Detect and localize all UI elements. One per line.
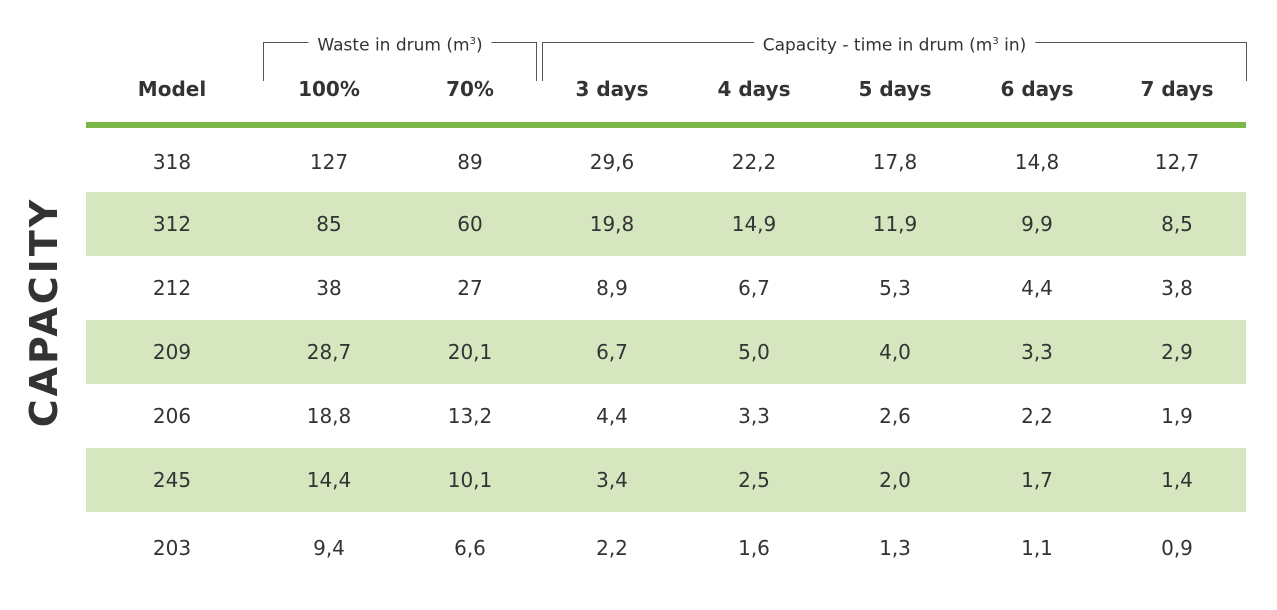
cell-7-days: 1,9 xyxy=(1161,404,1193,428)
cell-100pct: 38 xyxy=(316,276,342,300)
table-row: 245 14,4 10,1 3,4 2,5 2,0 1,7 1,4 xyxy=(86,448,1246,512)
cell-5-days: 1,3 xyxy=(879,536,911,560)
cell-70pct: 60 xyxy=(457,212,483,236)
waste-group-label: Waste in drum (m3) xyxy=(308,32,492,56)
cell-6-days: 1,7 xyxy=(1021,468,1053,492)
table-row: 318 127 89 29,6 22,2 17,8 14,8 12,7 xyxy=(86,130,1246,194)
capacity-group-bracket: Capacity - time in drum (m3 in) xyxy=(542,32,1247,81)
cell-5-days: 4,0 xyxy=(879,340,911,364)
cell-6-days: 4,4 xyxy=(1021,276,1053,300)
cell-5-days: 5,3 xyxy=(879,276,911,300)
header-6-days: 6 days xyxy=(1000,77,1074,101)
header-100pct: 100% xyxy=(298,77,360,101)
cell-70pct: 27 xyxy=(457,276,483,300)
cell-70pct: 13,2 xyxy=(447,404,493,428)
cell-6-days: 1,1 xyxy=(1021,536,1053,560)
header-4-days: 4 days xyxy=(717,77,791,101)
cell-3-days: 19,8 xyxy=(589,212,635,236)
cell-70pct: 6,6 xyxy=(454,536,486,560)
cell-100pct: 14,4 xyxy=(306,468,352,492)
table-row: 209 28,7 20,1 6,7 5,0 4,0 3,3 2,9 xyxy=(86,320,1246,384)
cell-4-days: 22,2 xyxy=(731,150,777,174)
cell-model: 312 xyxy=(152,212,192,236)
cell-model: 212 xyxy=(152,276,192,300)
header-7-days: 7 days xyxy=(1140,77,1214,101)
cell-6-days: 9,9 xyxy=(1021,212,1053,236)
table-row: 212 38 27 8,9 6,7 5,3 4,4 3,8 xyxy=(86,256,1246,320)
cell-7-days: 1,4 xyxy=(1161,468,1193,492)
cell-3-days: 2,2 xyxy=(596,536,628,560)
header-70pct: 70% xyxy=(446,77,494,101)
table-row: 206 18,8 13,2 4,4 3,3 2,6 2,2 1,9 xyxy=(86,384,1246,448)
side-title: CAPACITY xyxy=(22,196,66,428)
cell-3-days: 29,6 xyxy=(589,150,635,174)
cell-4-days: 14,9 xyxy=(731,212,777,236)
table-header: Model 100% 70% 3 days 4 days 5 days 6 da… xyxy=(86,72,1246,106)
cell-3-days: 3,4 xyxy=(596,468,628,492)
cell-model: 245 xyxy=(152,468,192,492)
cell-70pct: 10,1 xyxy=(447,468,493,492)
cell-5-days: 2,0 xyxy=(879,468,911,492)
cell-5-days: 2,6 xyxy=(879,404,911,428)
cell-70pct: 89 xyxy=(457,150,483,174)
table-row: 203 9,4 6,6 2,2 1,6 1,3 1,1 0,9 xyxy=(86,516,1246,580)
cell-3-days: 6,7 xyxy=(596,340,628,364)
cell-3-days: 8,9 xyxy=(596,276,628,300)
cell-4-days: 1,6 xyxy=(738,536,770,560)
cell-model: 318 xyxy=(152,150,192,174)
cell-3-days: 4,4 xyxy=(596,404,628,428)
cell-5-days: 17,8 xyxy=(872,150,918,174)
cell-7-days: 3,8 xyxy=(1161,276,1193,300)
cell-4-days: 5,0 xyxy=(738,340,770,364)
cell-7-days: 12,7 xyxy=(1154,150,1200,174)
header-divider xyxy=(86,122,1246,128)
cell-100pct: 85 xyxy=(316,212,342,236)
cell-model: 203 xyxy=(152,536,192,560)
cell-100pct: 127 xyxy=(309,150,349,174)
cell-model: 206 xyxy=(152,404,192,428)
header-5-days: 5 days xyxy=(858,77,932,101)
cell-70pct: 20,1 xyxy=(447,340,493,364)
cell-100pct: 28,7 xyxy=(306,340,352,364)
cell-7-days: 2,9 xyxy=(1161,340,1193,364)
cell-7-days: 0,9 xyxy=(1161,536,1193,560)
cell-100pct: 9,4 xyxy=(313,536,345,560)
cell-6-days: 3,3 xyxy=(1021,340,1053,364)
cell-4-days: 6,7 xyxy=(738,276,770,300)
table-row: 312 85 60 19,8 14,9 11,9 9,9 8,5 xyxy=(86,192,1246,256)
header-model: Model xyxy=(137,77,207,101)
capacity-group-label: Capacity - time in drum (m3 in) xyxy=(753,32,1036,56)
cell-100pct: 18,8 xyxy=(306,404,352,428)
cell-4-days: 3,3 xyxy=(738,404,770,428)
cell-7-days: 8,5 xyxy=(1161,212,1193,236)
cell-4-days: 2,5 xyxy=(738,468,770,492)
cell-6-days: 2,2 xyxy=(1021,404,1053,428)
cell-model: 209 xyxy=(152,340,192,364)
cell-5-days: 11,9 xyxy=(872,212,918,236)
header-3-days: 3 days xyxy=(575,77,649,101)
cell-6-days: 14,8 xyxy=(1014,150,1060,174)
waste-group-bracket: Waste in drum (m3) xyxy=(263,32,537,81)
